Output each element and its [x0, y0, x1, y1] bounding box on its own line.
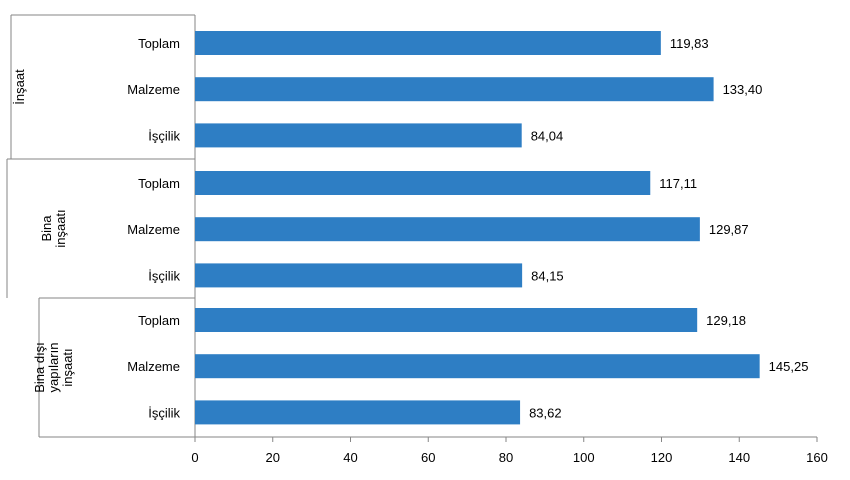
data-label: 84,04	[531, 128, 564, 143]
category-label: Toplam	[138, 313, 180, 328]
group-label-line: inşaatı	[60, 348, 75, 386]
group-label: Bina dışıyapılarıninşaatı	[32, 342, 75, 393]
x-tick-label: 140	[728, 450, 750, 465]
x-tick-label: 160	[806, 450, 828, 465]
bar	[195, 31, 661, 55]
bar	[195, 354, 760, 379]
group-label: Binainşaatı	[39, 209, 68, 247]
group-label-line: Bina dışı	[32, 342, 47, 393]
bar	[195, 400, 521, 425]
group-label-line: İnşaat	[12, 69, 27, 105]
category-label: İşçilik	[148, 128, 180, 143]
x-tick-label: 40	[343, 450, 357, 465]
bar	[195, 171, 651, 195]
category-label: Toplam	[138, 176, 180, 191]
data-label: 119,83	[670, 36, 709, 51]
group-label-line: Bina	[39, 215, 54, 242]
group-label: İnşaat	[12, 69, 27, 105]
data-label: 145,25	[769, 359, 809, 374]
bar	[195, 263, 523, 288]
category-label: Toplam	[138, 36, 180, 51]
data-label: 133,40	[723, 82, 763, 97]
x-tick-label: 60	[421, 450, 435, 465]
category-label: İşçilik	[148, 405, 180, 420]
bar	[195, 217, 700, 242]
data-label: 129,87	[709, 222, 749, 237]
category-label: Malzeme	[127, 222, 180, 237]
data-label: 83,62	[529, 405, 562, 420]
group-label-line: inşaatı	[53, 209, 68, 247]
category-label: Malzeme	[127, 359, 180, 374]
data-label: 117,11	[659, 176, 697, 191]
data-label: 129,18	[706, 313, 746, 328]
x-tick-label: 120	[651, 450, 673, 465]
group-label-line: yapıların	[46, 343, 61, 393]
x-tick-label: 0	[191, 450, 198, 465]
x-tick-label: 100	[573, 450, 595, 465]
x-tick-label: 80	[499, 450, 513, 465]
bar	[195, 123, 522, 148]
x-tick-label: 20	[266, 450, 280, 465]
data-label: 84,15	[531, 268, 564, 283]
category-label: İşçilik	[148, 268, 180, 283]
bar	[195, 308, 698, 332]
category-label: Malzeme	[127, 82, 180, 97]
bar	[195, 77, 714, 102]
